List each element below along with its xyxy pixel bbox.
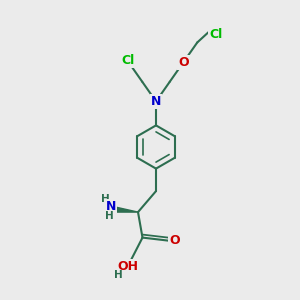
Text: H: H (100, 194, 109, 204)
Polygon shape (111, 206, 138, 212)
Text: O: O (169, 234, 180, 247)
Text: OH: OH (117, 260, 138, 273)
Text: N: N (106, 200, 116, 213)
Text: H: H (105, 211, 114, 221)
Text: O: O (178, 56, 189, 69)
Text: H: H (113, 269, 122, 280)
Text: N: N (151, 95, 161, 108)
Text: Cl: Cl (209, 28, 223, 41)
Text: Cl: Cl (122, 54, 135, 67)
